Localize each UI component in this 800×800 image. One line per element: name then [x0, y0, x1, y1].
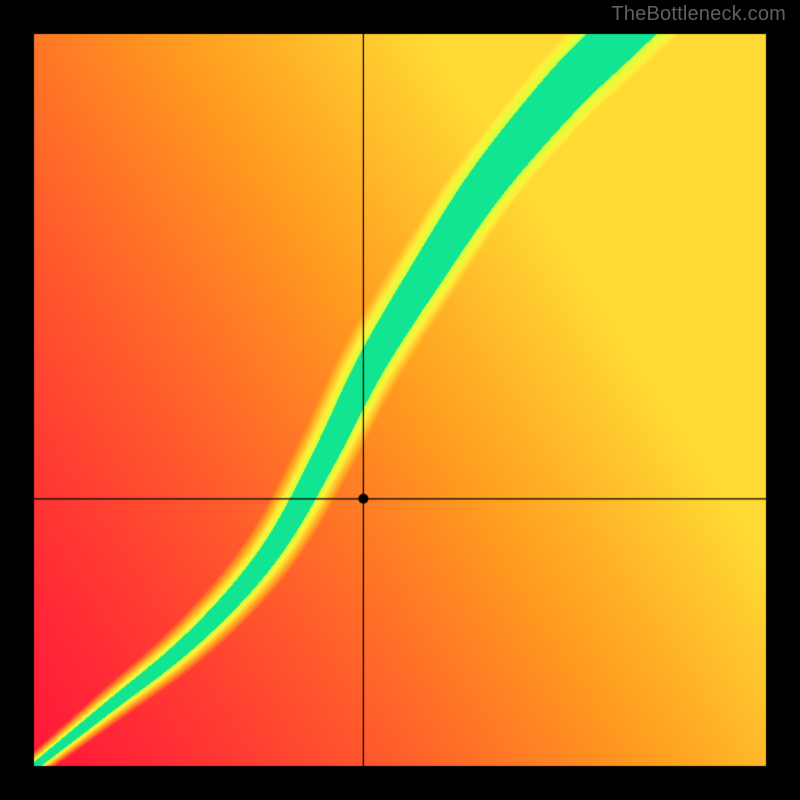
watermark-text: TheBottleneck.com — [611, 3, 786, 26]
chart-container: TheBottleneck.com — [0, 0, 800, 800]
heatmap-canvas — [0, 0, 800, 800]
